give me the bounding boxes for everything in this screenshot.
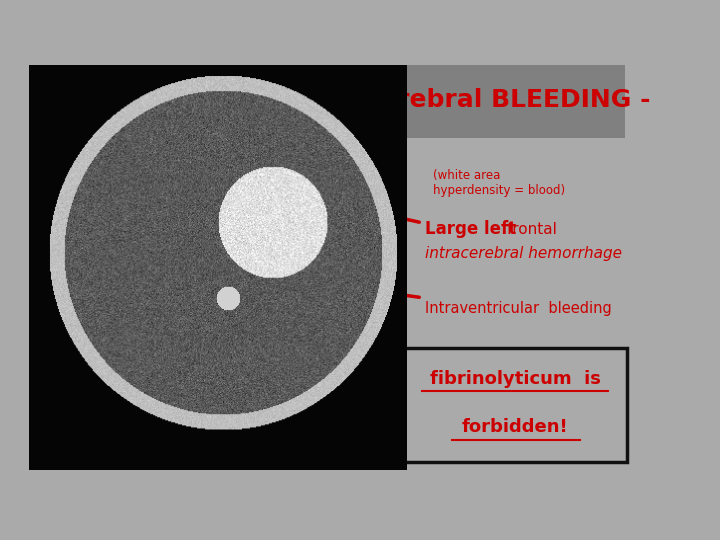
Bar [404,348,627,462]
Text: (white area
hyperdensity = blood): (white area hyperdensity = blood) [433,170,565,197]
Text: Large left: Large left [425,220,516,238]
Text: forbidden!: forbidden! [462,417,569,436]
Text: frontal: frontal [502,221,557,237]
Text: fibrinolyticum  is: fibrinolyticum is [430,370,600,388]
Text: Intraventricular  bleeding: Intraventricular bleeding [425,301,611,315]
Text: CT: CT [348,111,390,140]
Text: intracerebral hemorrhage: intracerebral hemorrhage [425,246,622,261]
Text: Acute stroke – intracerebral BLEEDING -: Acute stroke – intracerebral BLEEDING - [88,88,650,112]
Bar [114,65,624,138]
